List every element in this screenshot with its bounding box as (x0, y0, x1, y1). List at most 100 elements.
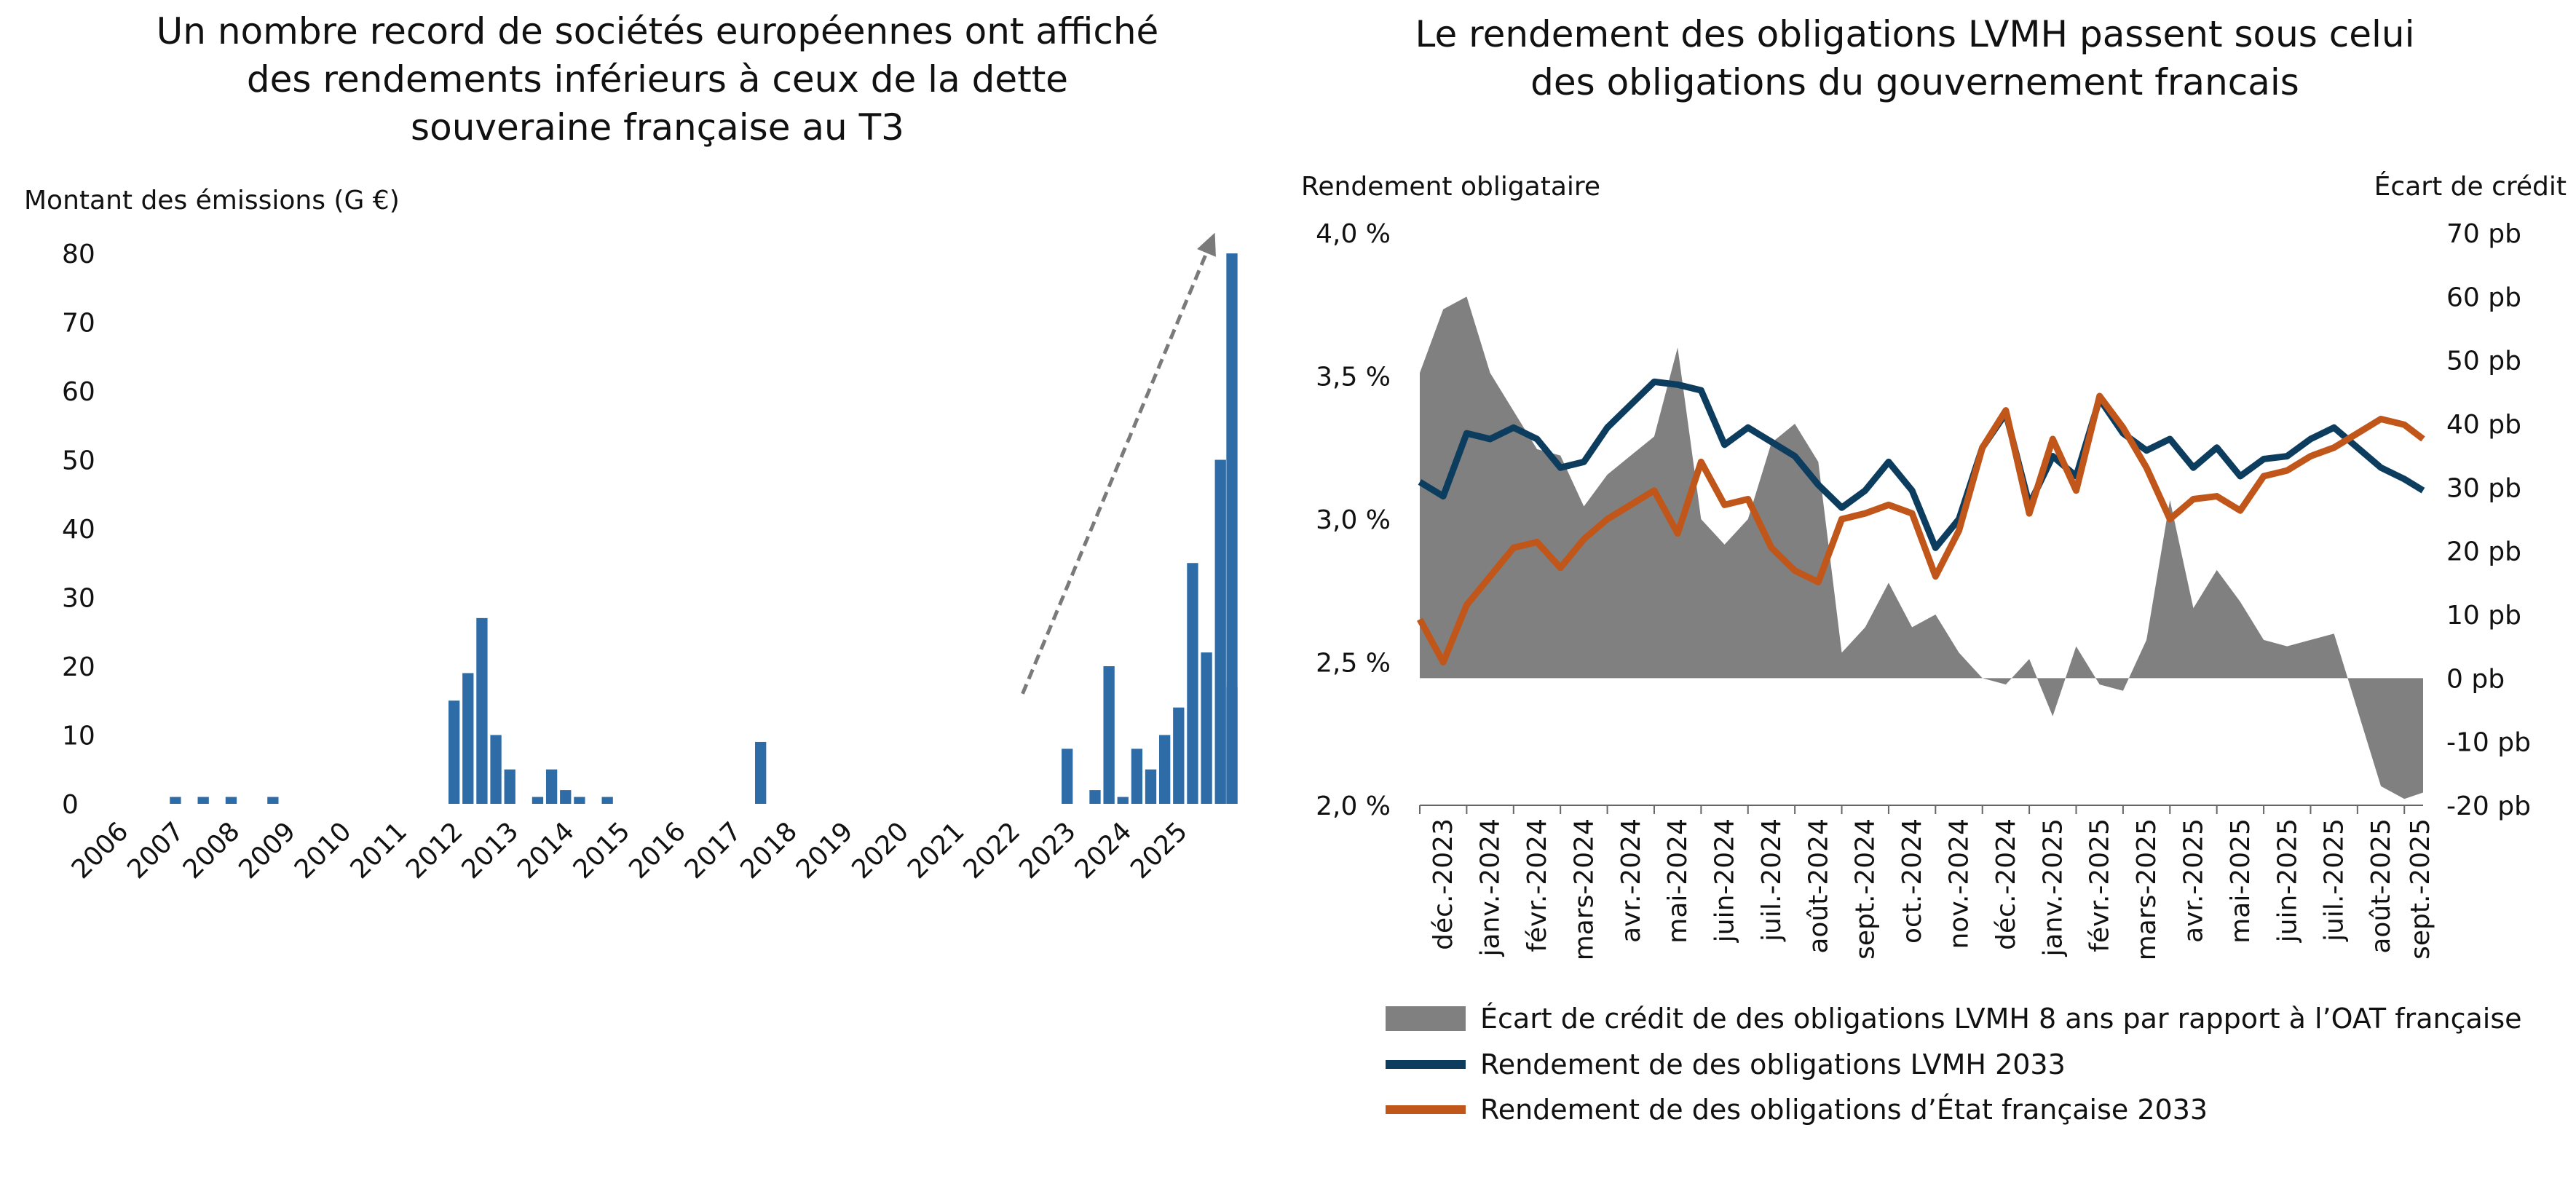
left-x-tick-label: 2008 (178, 816, 246, 885)
month-label: juin-2024 (1710, 818, 1740, 943)
right-left-y-tick-label: 3,5 % (1316, 363, 1391, 392)
bar (462, 673, 474, 804)
legend: Écart de crédit de des obligations LVMH … (1386, 1003, 2522, 1126)
month-label: févr.-2025 (2085, 818, 2115, 952)
right-right-y-tick-label: -10 pb (2446, 728, 2531, 758)
month-label: juin-2025 (2272, 818, 2302, 943)
right-right-y-tick-label: -20 pb (2446, 791, 2531, 821)
month-label: août-2025 (2366, 818, 2396, 954)
left-y-tick-label: 20 (62, 652, 95, 682)
month-label: mai-2025 (2226, 818, 2256, 944)
left-x-tick-label: 2011 (344, 816, 413, 885)
left-chart: Un nombre record de sociétés européennes… (24, 10, 1238, 885)
left-x-tick-label: 2013 (457, 816, 525, 885)
left-y-tick-label: 50 (62, 446, 95, 476)
left-chart-title-line-3: souveraine française au T3 (411, 106, 904, 149)
bar (1145, 769, 1157, 804)
left-x-tick-label: 2019 (791, 816, 859, 885)
bar (1226, 253, 1238, 804)
bar (267, 797, 279, 804)
left-x-tick-label: 2020 (846, 816, 914, 885)
left-y-tick-label: 10 (62, 722, 95, 751)
left-y-tick-labels: 0 10 20 30 40 50 60 70 80 (62, 240, 95, 820)
bar (1201, 652, 1212, 804)
month-label: oct.-2024 (1897, 818, 1927, 944)
left-bars (170, 253, 1238, 804)
left-x-tick-label: 2025 (1125, 816, 1193, 885)
bar (1159, 735, 1171, 804)
month-label: juil.-2024 (1757, 818, 1787, 942)
left-chart-title-line-2: des rendements inférieurs à ceux de la d… (247, 58, 1068, 100)
bar (448, 700, 460, 804)
bar (1131, 748, 1143, 804)
bar (1173, 707, 1185, 804)
bar (1062, 748, 1073, 804)
month-label: févr.-2024 (1522, 818, 1552, 952)
right-right-y-tick-label: 0 pb (2446, 664, 2505, 694)
legend-label-lvmh: Rendement de des obligations LVMH 2033 (1480, 1048, 2066, 1081)
left-y-tick-label: 30 (62, 584, 95, 614)
legend-swatch-lvmh (1386, 1060, 1466, 1069)
spread-area (1420, 296, 2423, 799)
month-label: déc.-2023 (1429, 818, 1458, 950)
left-x-tick-label: 2021 (902, 816, 971, 885)
right-left-y-tick-labels: 2,0 % 2,5 % 3,0 % 3,5 % 4,0 % (1316, 219, 1391, 821)
left-x-tick-label: 2015 (568, 816, 636, 885)
left-x-tick-label: 2017 (679, 816, 748, 885)
legend-swatch-oat (1386, 1105, 1466, 1114)
bar (170, 797, 181, 804)
month-label: juil.-2025 (2320, 818, 2350, 942)
bar (490, 735, 502, 804)
left-chart-title-line-1: Un nombre record de sociétés européennes… (157, 10, 1159, 52)
right-right-y-tick-label: 50 pb (2446, 347, 2521, 376)
bar (755, 741, 767, 804)
left-x-tick-label: 2010 (289, 816, 357, 885)
bar (545, 769, 558, 804)
month-label: janv.-2025 (2038, 818, 2068, 957)
right-chart-right-axis-label: Écart de crédit (2374, 171, 2567, 202)
left-y-tick-label: 70 (62, 309, 95, 339)
left-x-tick-label: 2018 (735, 816, 803, 885)
month-label: août-2024 (1803, 818, 1833, 954)
right-right-y-tick-labels: -20 pb -10 pb 0 pb 10 pb 20 pb 30 pb 40 pb 50 p… (2446, 219, 2531, 821)
left-x-tick-label: 2006 (66, 816, 135, 885)
left-y-tick-label: 0 (62, 790, 79, 820)
left-x-tick-label: 2016 (623, 816, 692, 885)
month-label: mai-2024 (1663, 818, 1693, 944)
month-label: mars-2025 (2132, 818, 2162, 960)
bar (1187, 563, 1198, 804)
month-label: avr.-2024 (1616, 818, 1646, 943)
bar (1214, 459, 1226, 804)
left-x-tick-labels: 2006200720082009201020112012201320142015… (66, 816, 1193, 885)
trend-arrow-line (1021, 252, 1209, 695)
left-x-tick-label: 2012 (400, 816, 469, 885)
bar (1089, 790, 1101, 804)
bar (560, 790, 572, 804)
month-label: déc.-2024 (1991, 818, 2021, 950)
left-x-tick-label: 2022 (958, 816, 1027, 885)
right-right-y-tick-label: 40 pb (2446, 410, 2521, 440)
left-x-tick-label: 2007 (122, 816, 190, 885)
trend-arrow-head (1197, 232, 1216, 257)
lvmh-yield-line (1418, 378, 2425, 551)
spread-area-shape (1420, 296, 2423, 799)
left-y-tick-label: 40 (62, 515, 95, 545)
left-y-tick-label: 60 (62, 377, 95, 407)
right-right-y-tick-label: 30 pb (2446, 473, 2521, 503)
bar (504, 769, 515, 804)
bar (601, 797, 613, 804)
right-right-y-tick-label: 70 pb (2446, 219, 2521, 249)
left-trend-arrow (1021, 232, 1216, 695)
left-x-tick-label: 2014 (512, 816, 580, 885)
month-label: avr.-2025 (2178, 818, 2208, 943)
oat-yield-line (1417, 392, 2425, 665)
bar (197, 797, 209, 804)
left-y-tick-label: 80 (62, 240, 95, 269)
right-right-y-tick-label: 10 pb (2446, 601, 2521, 631)
legend-label-oat: Rendement de des obligations d’État fran… (1480, 1094, 2208, 1126)
right-chart: Le rendement des obligations LVMH passen… (1301, 13, 2567, 1126)
month-label: nov.-2024 (1945, 818, 1975, 949)
right-right-y-tick-label: 60 pb (2446, 283, 2521, 312)
